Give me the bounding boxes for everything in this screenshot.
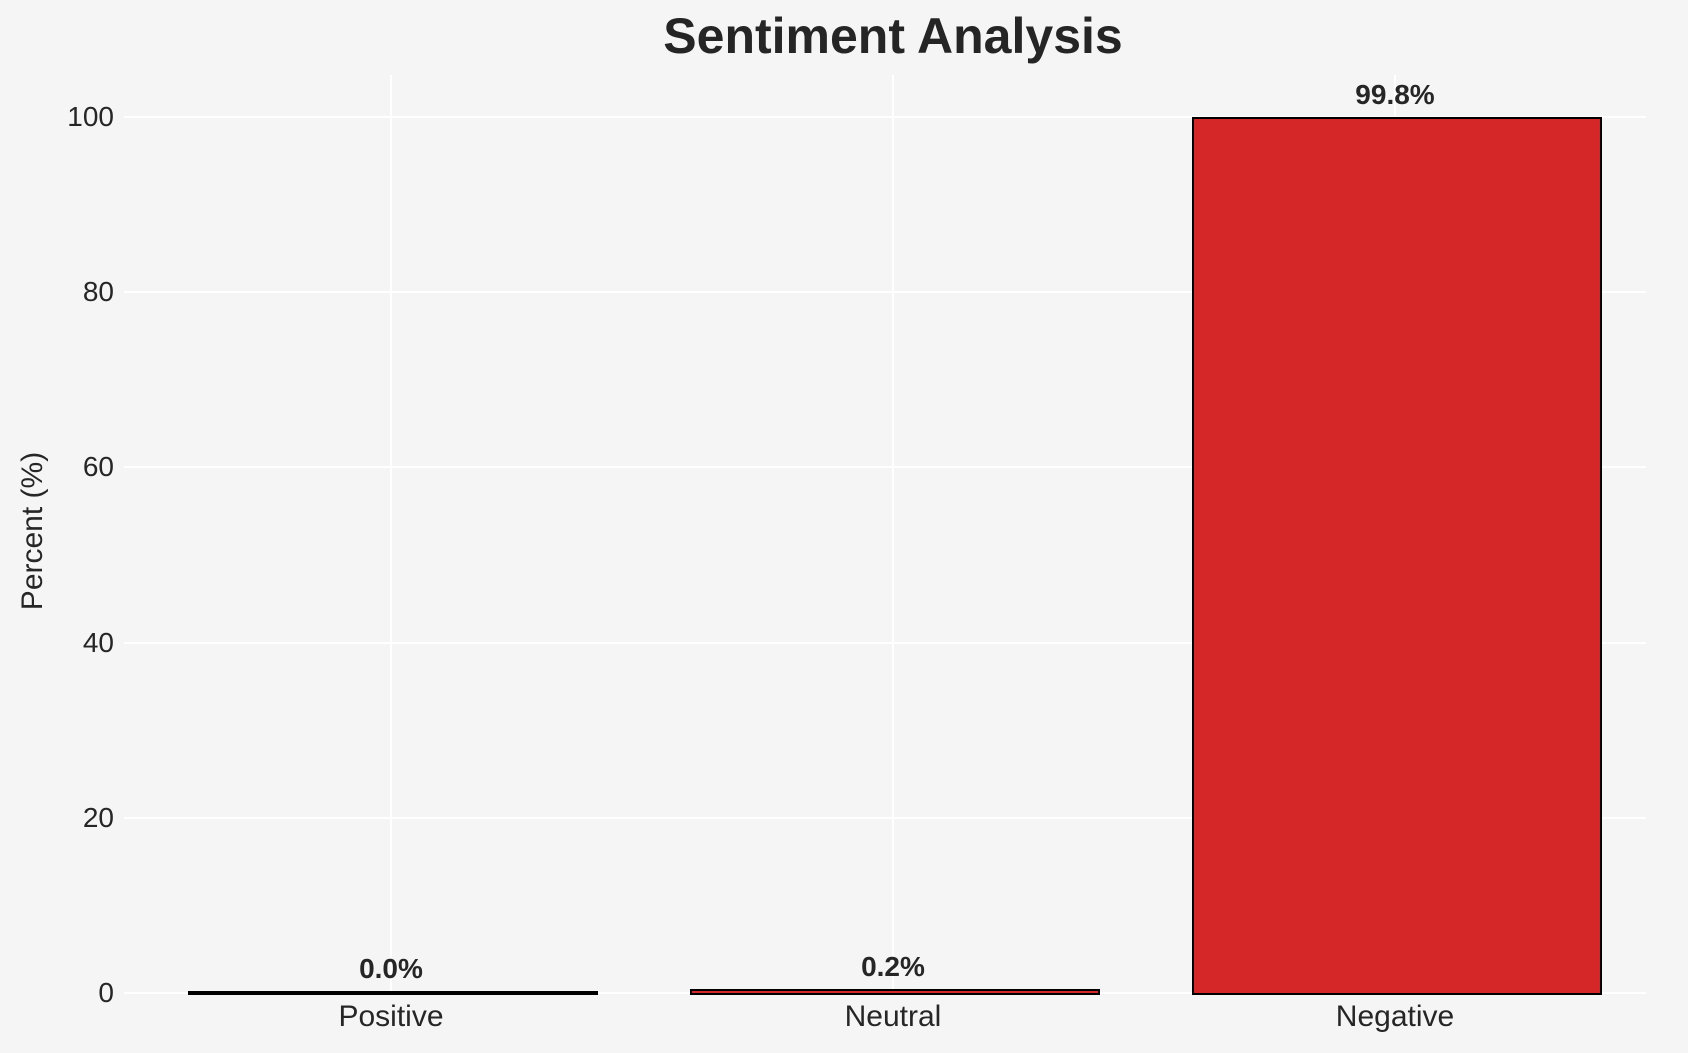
gridline-horizontal: [124, 291, 1646, 294]
bar-value-label: 99.8%: [1355, 78, 1435, 110]
chart-title: Sentiment Analysis: [663, 8, 1123, 64]
bar-value-label: 0.2%: [861, 951, 925, 983]
gridline-horizontal: [124, 466, 1646, 469]
y-tick-label: 80: [82, 276, 114, 308]
bar-neutral: [690, 989, 1100, 995]
x-tick-label: Negative: [1335, 1000, 1455, 1033]
x-tick-label: Neutral: [844, 1000, 942, 1033]
bar-positive: [188, 991, 598, 995]
y-tick-label: 0: [98, 977, 114, 1008]
gridline-vertical: [892, 75, 894, 993]
x-tick-label: Positive: [338, 1000, 444, 1033]
y-tick-label: 60: [82, 451, 114, 483]
y-tick-label: 20: [82, 801, 114, 833]
y-tick-label: 100: [67, 101, 114, 132]
y-tick-label: 40: [82, 626, 114, 658]
bar-negative: [1192, 116, 1602, 995]
gridline-horizontal: [124, 116, 1646, 118]
gridline-horizontal: [124, 816, 1646, 819]
gridline-horizontal: [124, 641, 1646, 644]
bar-value-label: 0.0%: [359, 953, 423, 984]
gridline-vertical: [390, 75, 392, 993]
